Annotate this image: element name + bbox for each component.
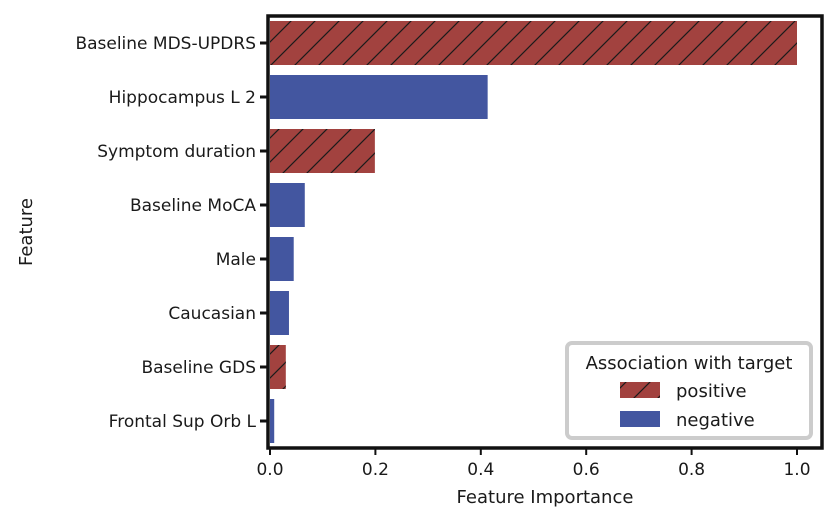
legend-label-positive: positive (676, 381, 747, 402)
legend-label-negative: negative (676, 410, 755, 431)
legend-swatch-negative (620, 411, 660, 427)
bar-frontal-sup-orb-l (270, 399, 275, 443)
y-tick-label: Frontal Sup Orb L (109, 412, 257, 432)
bar-hatch-baseline-mds-updrs (270, 21, 797, 65)
bar-hatch-baseline-gds (270, 345, 286, 389)
bar-caucasian (270, 291, 289, 335)
x-tick-label: 0.6 (573, 460, 600, 480)
x-tick-label: 1.0 (783, 460, 810, 480)
bar-male (270, 237, 294, 281)
legend-swatch-positive-hatch (620, 382, 660, 398)
x-axis-label: Feature Importance (457, 487, 634, 508)
bars-group (270, 21, 797, 443)
y-tick-label: Baseline MDS-UPDRS (75, 34, 256, 54)
x-tick-label: 0.8 (678, 460, 705, 480)
y-tick-label: Symptom duration (97, 142, 256, 162)
x-tick-label: 0.2 (362, 460, 389, 480)
x-tick-label: 0.0 (256, 460, 283, 480)
bar-baseline-moca (270, 183, 305, 227)
legend: Association with target positive negativ… (565, 341, 813, 440)
y-tick-group: Baseline MDS-UPDRS Hippocampus L 2 Symptom… (75, 34, 268, 432)
bar-hatch-symptom-duration (270, 129, 375, 173)
y-tick-label: Caucasian (168, 304, 256, 324)
legend-title: Association with target (586, 353, 793, 374)
plot-frame (266, 14, 824, 450)
x-tick-label: 0.4 (467, 460, 494, 480)
y-axis-label: Feature (16, 198, 37, 266)
y-tick-label: Hippocampus L 2 (109, 88, 256, 108)
x-tick-group: 0.0 0.2 0.4 0.6 0.8 1.0 (256, 448, 811, 480)
y-tick-label: Baseline MoCA (130, 196, 256, 216)
bar-hippocampus-l-2 (270, 75, 488, 119)
y-tick-label: Male (216, 250, 256, 270)
y-tick-label: Baseline GDS (141, 358, 256, 378)
